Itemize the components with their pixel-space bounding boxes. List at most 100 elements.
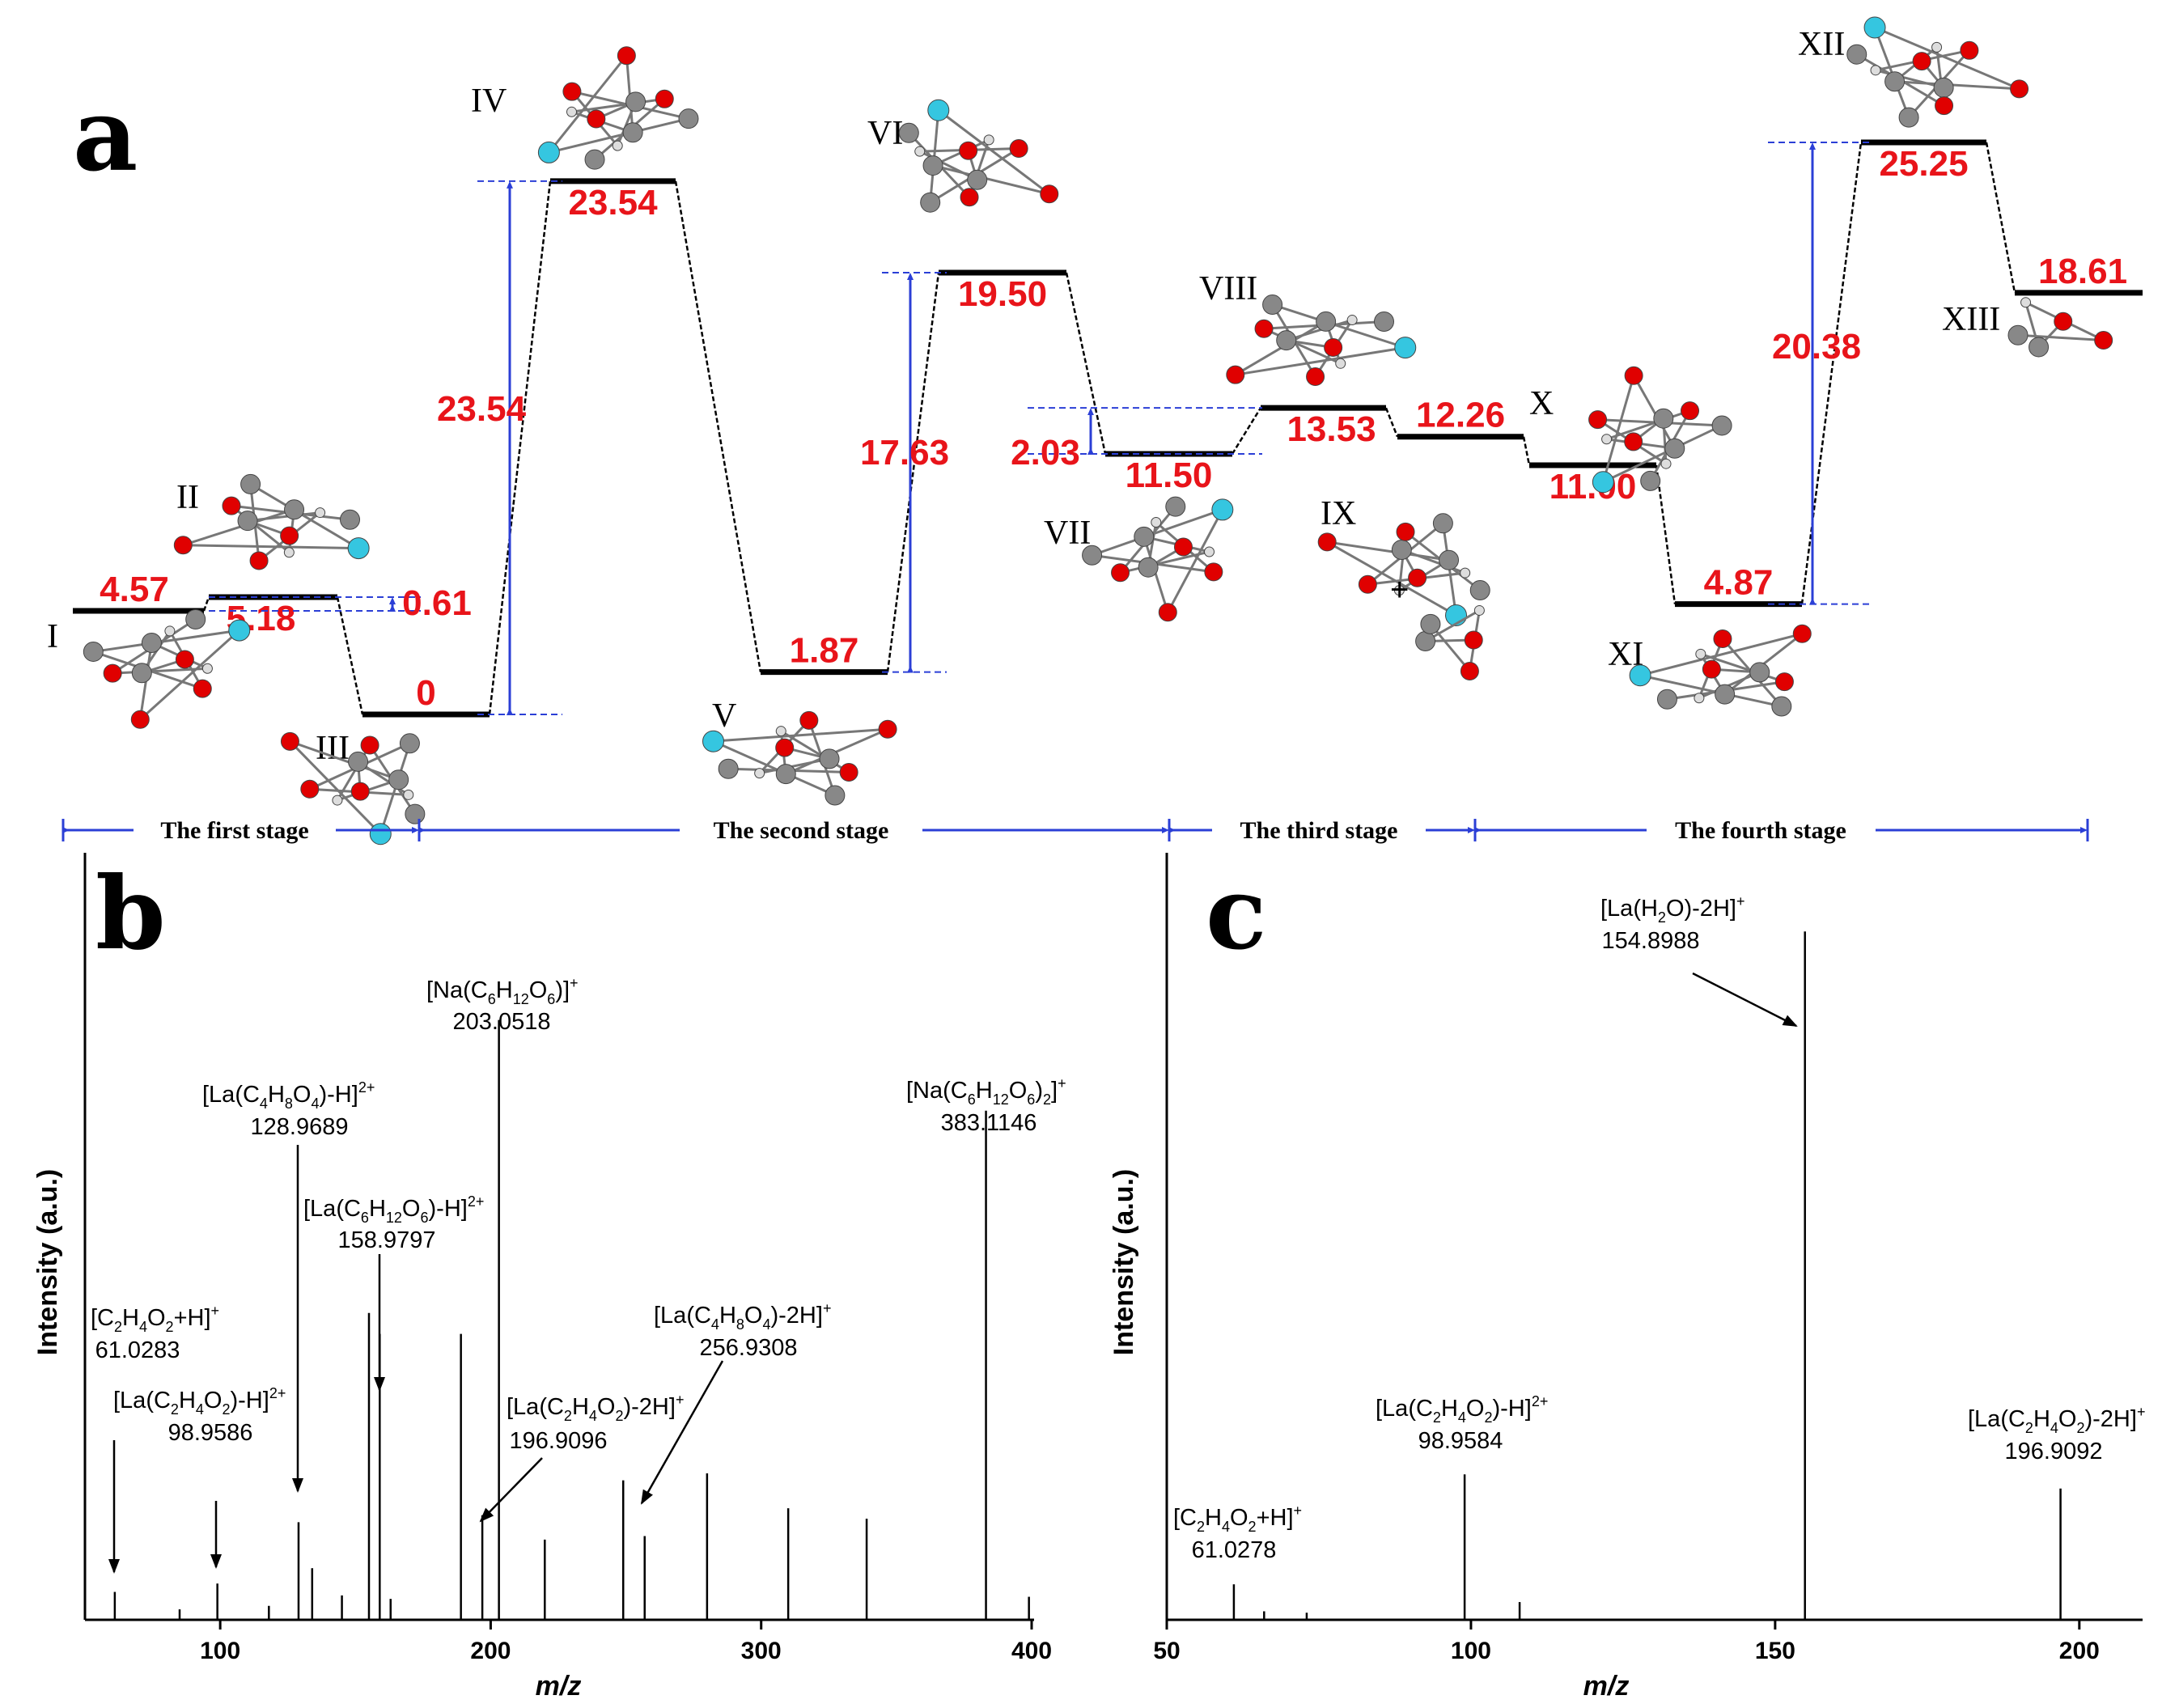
species-label-XII: XII: [1798, 26, 1845, 63]
bond: [1894, 80, 2020, 91]
bond: [1272, 303, 1406, 350]
atom: [878, 719, 897, 739]
species-label-X: X: [1529, 385, 1554, 422]
bond: [1602, 424, 1723, 484]
atom: [1432, 513, 1453, 534]
atom: [1358, 574, 1377, 594]
annotation-arrows-b: [108, 1145, 724, 1574]
x-tick-label: 100: [1451, 1638, 1491, 1664]
atom: [825, 785, 846, 806]
atom: [1715, 684, 1736, 705]
stage-bar: [61, 819, 2089, 841]
atom: [1792, 624, 1812, 643]
energy-value-V: 1.87: [790, 631, 859, 671]
atom: [1935, 96, 1954, 116]
atom: [2029, 337, 2050, 358]
atom: [193, 679, 212, 698]
peaks-b: [113, 1019, 1030, 1620]
bond: [1166, 509, 1224, 613]
bond: [249, 483, 359, 549]
atom: [1040, 184, 1059, 204]
energy-value-IX: 12.26: [1416, 396, 1505, 435]
bond: [93, 629, 240, 653]
barrier-value: 0.61: [402, 583, 472, 623]
atom: [1009, 139, 1028, 159]
atom: [1151, 516, 1162, 528]
atom: [1111, 563, 1130, 583]
energy-value-IV: 23.54: [568, 183, 658, 223]
atom: [1656, 689, 1677, 710]
bond: [289, 740, 382, 835]
x-axis-title-c: m/z: [1583, 1671, 1630, 1702]
atom: [228, 619, 251, 642]
peak-value: 154.8988: [1602, 928, 1700, 954]
atom: [562, 82, 582, 101]
peak-value: 256.9308: [700, 1335, 798, 1361]
atom: [1396, 522, 1415, 541]
energy-value-XIII: 18.61: [2038, 252, 2127, 291]
atom: [655, 89, 674, 108]
species-label-VII: VII: [1044, 515, 1091, 552]
x-tick-label: 100: [200, 1638, 240, 1664]
atom: [1653, 408, 1674, 429]
atom: [920, 192, 941, 213]
atom: [1082, 545, 1103, 566]
atom: [1863, 16, 1886, 39]
atom: [1173, 537, 1193, 557]
atom: [1254, 319, 1274, 338]
stage-label-4: The fourth stage: [1675, 817, 1846, 844]
x-ticks-c: 50 100 150 200: [1153, 1620, 2100, 1664]
connector: [1522, 436, 1531, 466]
peak-formula: [Na(C6H12O6)2]+: [906, 1075, 1066, 1108]
atom: [1204, 562, 1223, 582]
peak-formula: [La(C2H4O2)-H]2+: [1376, 1393, 1548, 1426]
atom: [1898, 107, 1919, 128]
connector: [1065, 272, 1107, 455]
atom: [1138, 557, 1159, 578]
atom: [103, 663, 122, 683]
atom: [1713, 629, 1732, 649]
atom: [1931, 41, 1943, 53]
atom: [332, 795, 343, 806]
x-tick-label: 50: [1153, 1638, 1180, 1664]
atom: [2020, 297, 2032, 308]
atom: [922, 155, 943, 176]
bond: [1142, 536, 1169, 613]
species-label-II: II: [176, 479, 199, 516]
bond: [780, 730, 850, 773]
x-tick-label: 300: [741, 1638, 782, 1664]
atom: [284, 499, 305, 520]
energy-value-VI: 19.50: [958, 274, 1047, 314]
peak-formula: [La(H2O)-2H]+: [1600, 893, 1744, 926]
atom: [1276, 330, 1297, 351]
atom: [566, 106, 577, 117]
atom: [201, 663, 213, 674]
atom: [1774, 672, 1794, 692]
peak-value: 61.0278: [1192, 1537, 1277, 1563]
bond: [1632, 375, 1677, 449]
atom: [1134, 526, 1155, 547]
atom: [1624, 432, 1643, 451]
atom: [1204, 546, 1215, 557]
atom: [237, 511, 258, 532]
peak-formula: [La(C2H4O2)-H]2+: [113, 1385, 286, 1418]
atom: [1460, 567, 1471, 579]
atom: [369, 823, 392, 846]
bond: [1263, 327, 1342, 365]
peak-formula: [La(C6H12O6)-H]2+: [303, 1193, 484, 1226]
atom: [388, 769, 409, 790]
atom: [2094, 331, 2113, 350]
atom: [1749, 662, 1770, 683]
peak-formula: [C2H4O2+H]+: [91, 1303, 219, 1335]
atom: [799, 710, 819, 730]
bond: [1874, 26, 2020, 91]
arrow: [479, 1457, 543, 1523]
atom: [1664, 438, 1685, 459]
atom: [1324, 337, 1343, 357]
bond: [785, 727, 888, 775]
atom: [1316, 311, 1337, 332]
peak-value: 383.1146: [941, 1110, 1037, 1136]
atom: [898, 122, 919, 143]
barrier-value: 20.38: [1772, 327, 1861, 367]
